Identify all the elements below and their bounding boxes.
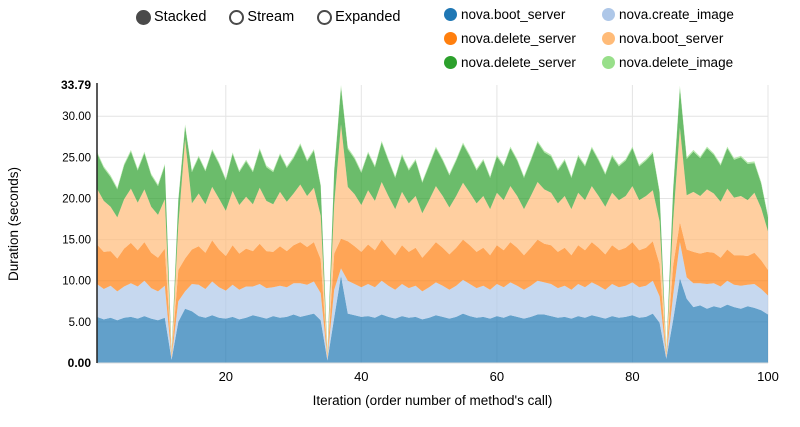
series-color-dot-icon [444,8,457,21]
y-tick-label: 10.00 [62,276,91,288]
legend-item-delete-server-2[interactable]: nova.delete_server [444,55,602,70]
legend-item-delete-server[interactable]: nova.delete_server [444,31,602,46]
series-color-dot-icon [444,56,457,69]
legend-item-boot-server-2[interactable]: nova.boot_server [602,31,734,46]
legend-label: nova.boot_server [619,31,724,46]
legend-label: nova.delete_server [461,55,576,70]
legend-label: nova.boot_server [461,7,566,22]
chart-legend: nova.boot_server nova.create_image nova.… [444,7,734,70]
legend-item-create-image[interactable]: nova.create_image [602,7,734,22]
x-tick-label: 100 [757,369,779,384]
series-color-dot-icon [602,56,615,69]
chart-type-controls: Stacked Stream Expanded [136,9,400,25]
x-tick-label: 60 [490,369,504,384]
series-color-dot-icon [602,32,615,45]
legend-item-delete-image[interactable]: nova.delete_image [602,55,734,70]
radio-expanded-label: Expanded [335,9,401,25]
x-tick-label: 40 [354,369,368,384]
radio-stacked[interactable]: Stacked [136,9,206,25]
series-color-dot-icon [602,8,615,21]
legend-item-boot-server[interactable]: nova.boot_server [444,7,602,22]
series-color-dot-icon [444,32,457,45]
x-tick-label: 80 [625,369,639,384]
axes: 0.00 5.00 10.00 15.00 20.00 25.00 30.00 33.79 20… [6,78,779,408]
area-series-0[interactable] [97,275,768,363]
radio-empty-icon [229,9,245,25]
y-tick-label: 5.00 [69,317,91,329]
x-axis-title: Iteration (order number of method's call… [313,393,553,408]
y-tick-label: 25.00 [62,152,91,164]
radio-stream-label: Stream [247,9,295,25]
legend-label: nova.create_image [619,7,734,22]
radio-stacked-label: Stacked [154,9,207,25]
x-tick-label: 20 [219,369,233,384]
radio-expanded[interactable]: Expanded [317,9,400,25]
y-tick-label: 20.00 [62,194,91,206]
radio-stream[interactable]: Stream [229,9,294,25]
y-tick-label: 0.00 [68,356,92,370]
y-tick-label: 30.00 [62,111,91,123]
area-series-3[interactable] [97,124,768,358]
radio-empty-icon [317,9,333,25]
area-series-group [97,85,768,363]
legend-label: nova.delete_server [461,31,576,46]
y-axis-title: Duration (seconds) [6,167,21,281]
y-tick-label: 33.79 [61,78,91,92]
legend-label: nova.delete_image [619,55,734,70]
area-series-2[interactable] [97,222,768,359]
area-series-1[interactable] [97,242,768,361]
y-tick-label: 15.00 [62,235,91,247]
radio-filled-icon [136,9,151,25]
